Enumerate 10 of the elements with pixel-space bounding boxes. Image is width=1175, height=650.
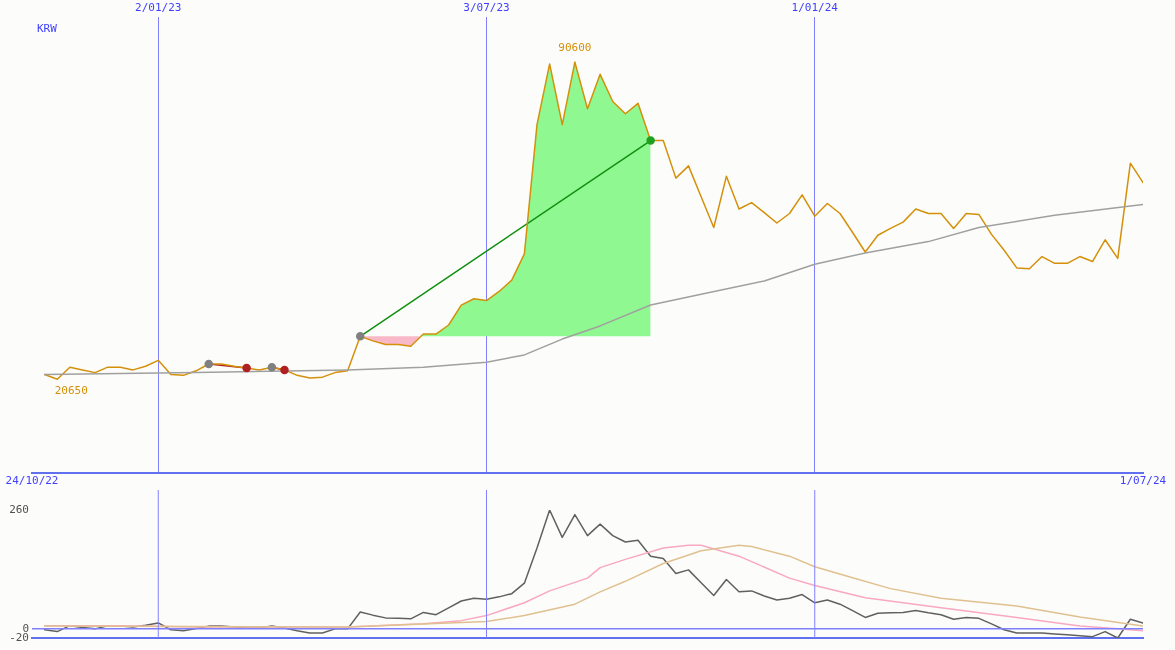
x2-tick-label: 1/01/24 [791,1,839,15]
x2-tick-label: 2/01/23 [135,1,182,15]
x2-tick-label: 3/07/23 [463,1,510,15]
y-tick-label: -20 [9,630,29,644]
data-label: 90600 [558,41,592,55]
x-tick-label: 24/10/22 [5,474,59,488]
y-tick-label: 260 [9,502,29,516]
x-tick-label: 1/07/24 [1119,474,1167,488]
y-axis-title: KRW [37,21,58,35]
data-label: 20650 [54,383,88,397]
